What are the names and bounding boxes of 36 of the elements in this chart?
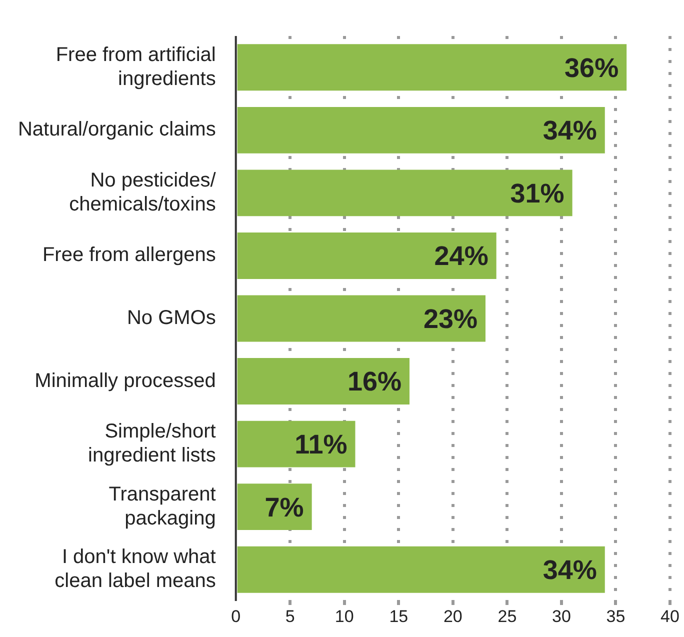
data-label: 36% <box>564 52 619 83</box>
y-tick-label: Free from allergens <box>42 244 216 266</box>
y-tick-label: Natural/organic claims <box>18 118 216 141</box>
data-label: 7% <box>264 492 304 522</box>
x-tick-label: 20 <box>443 606 462 626</box>
y-tick-label: No pesticides/ chemicals/toxins <box>69 169 216 216</box>
bar <box>237 295 486 342</box>
data-label: 24% <box>434 241 488 272</box>
data-label: 34% <box>542 555 597 586</box>
x-tick-label: 5 <box>285 606 295 626</box>
y-tick-label: Minimally processed <box>34 370 216 392</box>
data-label: 16% <box>347 366 402 397</box>
x-tick-label: 30 <box>552 606 571 626</box>
bar <box>237 358 410 405</box>
bar <box>237 106 605 154</box>
data-label: 11% <box>294 430 348 460</box>
x-tick-label: 35 <box>606 606 626 626</box>
x-tick-label: 10 <box>334 606 354 626</box>
y-tick-label: No GMOs <box>126 307 216 330</box>
bar <box>237 420 356 468</box>
bar <box>237 484 312 530</box>
data-label: 31% <box>510 178 564 208</box>
bar <box>237 44 627 91</box>
y-tick-label: I don't know what clean label means <box>54 546 216 592</box>
x-tick-label: 0 <box>231 606 241 626</box>
bar <box>237 170 572 216</box>
x-tick-label: 40 <box>660 606 680 626</box>
data-label: 34% <box>542 116 597 146</box>
y-tick-label: Free from artificial ingredients <box>56 44 216 90</box>
bar <box>237 232 496 279</box>
x-tick-label: 15 <box>389 606 408 626</box>
data-label: 23% <box>423 304 478 334</box>
bar <box>237 546 605 593</box>
y-tick-label: Simple/short ingredient lists <box>88 420 216 467</box>
x-tick-label: 25 <box>498 606 517 626</box>
y-tick-label: Transparent packaging <box>108 483 216 530</box>
